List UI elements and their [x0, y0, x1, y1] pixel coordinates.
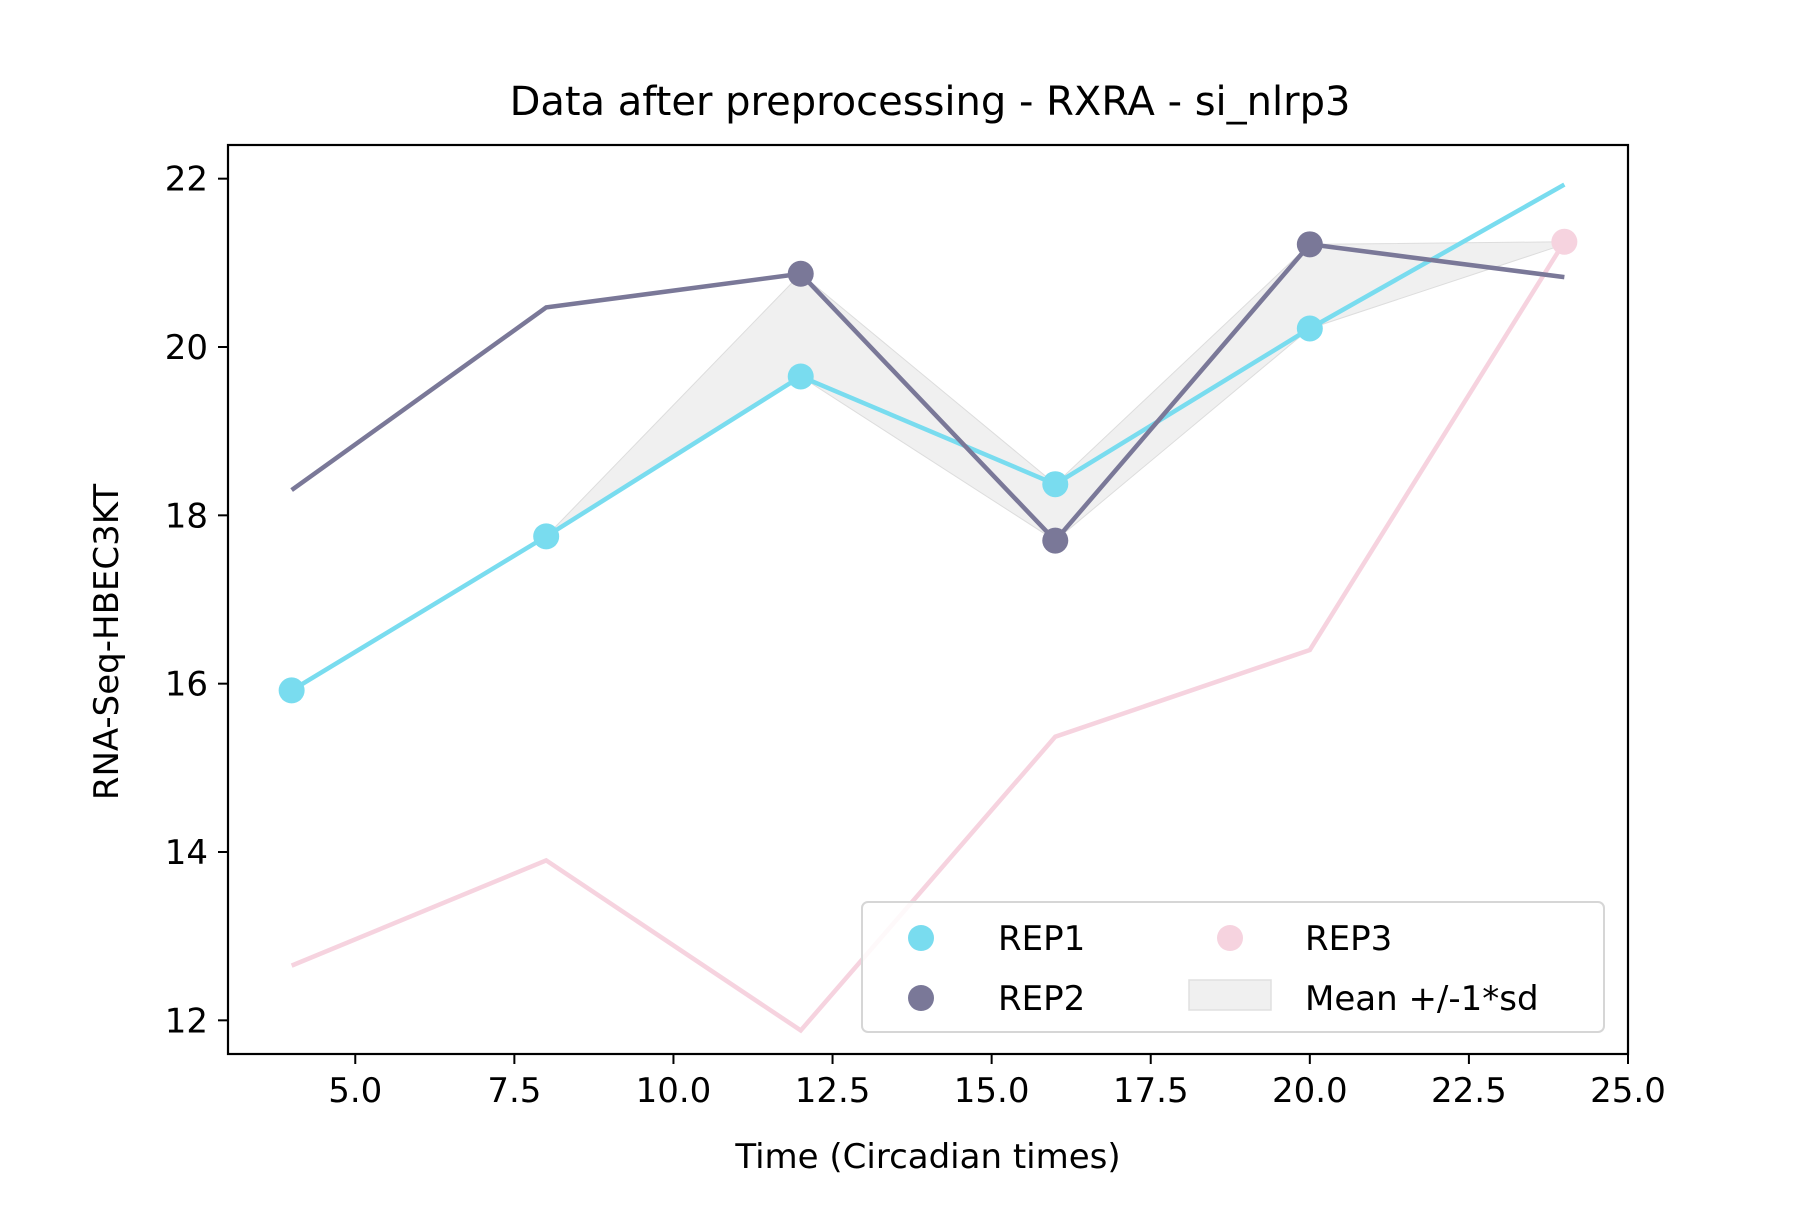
- legend-label-rep1: REP1: [998, 919, 1085, 959]
- y-tick-label: 18: [165, 496, 208, 536]
- data-point-rep2: [1296, 231, 1323, 258]
- y-tick-label: 14: [165, 833, 208, 873]
- data-point-rep1: [1042, 471, 1069, 498]
- y-tick-label: 16: [165, 665, 208, 705]
- legend-marker-rep2: [908, 985, 934, 1011]
- x-tick-label: 20.0: [1272, 1071, 1348, 1111]
- y-tick-label: 20: [165, 328, 208, 368]
- data-point-rep2: [1042, 527, 1069, 554]
- x-tick-label: 12.5: [795, 1071, 871, 1111]
- x-tick-label: 15.0: [954, 1071, 1030, 1111]
- axes: 5.0 7.5 10.0 12.5 15.0 17.5 20.0 22.5 25.0 12 14 16…: [165, 143, 1666, 1111]
- legend-marker-rep3: [1217, 925, 1243, 951]
- series-line-rep3: [290, 240, 1567, 1034]
- data-point-rep2: [787, 260, 814, 287]
- data-point-rep1: [787, 363, 814, 390]
- chart-title: Data after preprocessing - RXRA - si_nlr…: [510, 79, 1351, 125]
- legend-label-band: Mean +/-1*sd: [1305, 979, 1539, 1019]
- axes-frame: [226, 143, 1630, 1056]
- series-line-rep1: [290, 182, 1566, 693]
- legend-marker-rep1: [908, 925, 934, 951]
- x-tick-label: 17.5: [1113, 1071, 1189, 1111]
- data-point-rep3: [1551, 228, 1578, 255]
- legend-frame: [861, 901, 1605, 1033]
- data-point-rep1: [278, 677, 305, 704]
- x-tick-label: 25.0: [1590, 1071, 1666, 1111]
- legend-band-swatch: [1188, 979, 1272, 1011]
- x-tick-label: 22.5: [1431, 1071, 1507, 1111]
- data-point-rep1: [1296, 315, 1323, 342]
- y-tick-label: 12: [165, 1001, 208, 1041]
- data-point-rep1: [533, 523, 560, 550]
- series-line-rep2: [290, 241, 1565, 544]
- legend: REP1 REP2 REP3 Mean +/-1*sd: [861, 901, 1605, 1033]
- legend-label-rep2: REP2: [998, 979, 1085, 1019]
- y-tick-label: 22: [165, 160, 208, 200]
- x-axis-label: Time (Circadian times): [734, 1137, 1120, 1177]
- y-axis-label: RNA-Seq-HBEC3KT: [87, 484, 127, 801]
- x-tick-label: 10.0: [636, 1071, 712, 1111]
- x-tick-label: 5.0: [328, 1071, 382, 1111]
- x-tick-label: 7.5: [487, 1071, 541, 1111]
- legend-label-rep3: REP3: [1305, 919, 1392, 959]
- plot-area: [278, 182, 1578, 1034]
